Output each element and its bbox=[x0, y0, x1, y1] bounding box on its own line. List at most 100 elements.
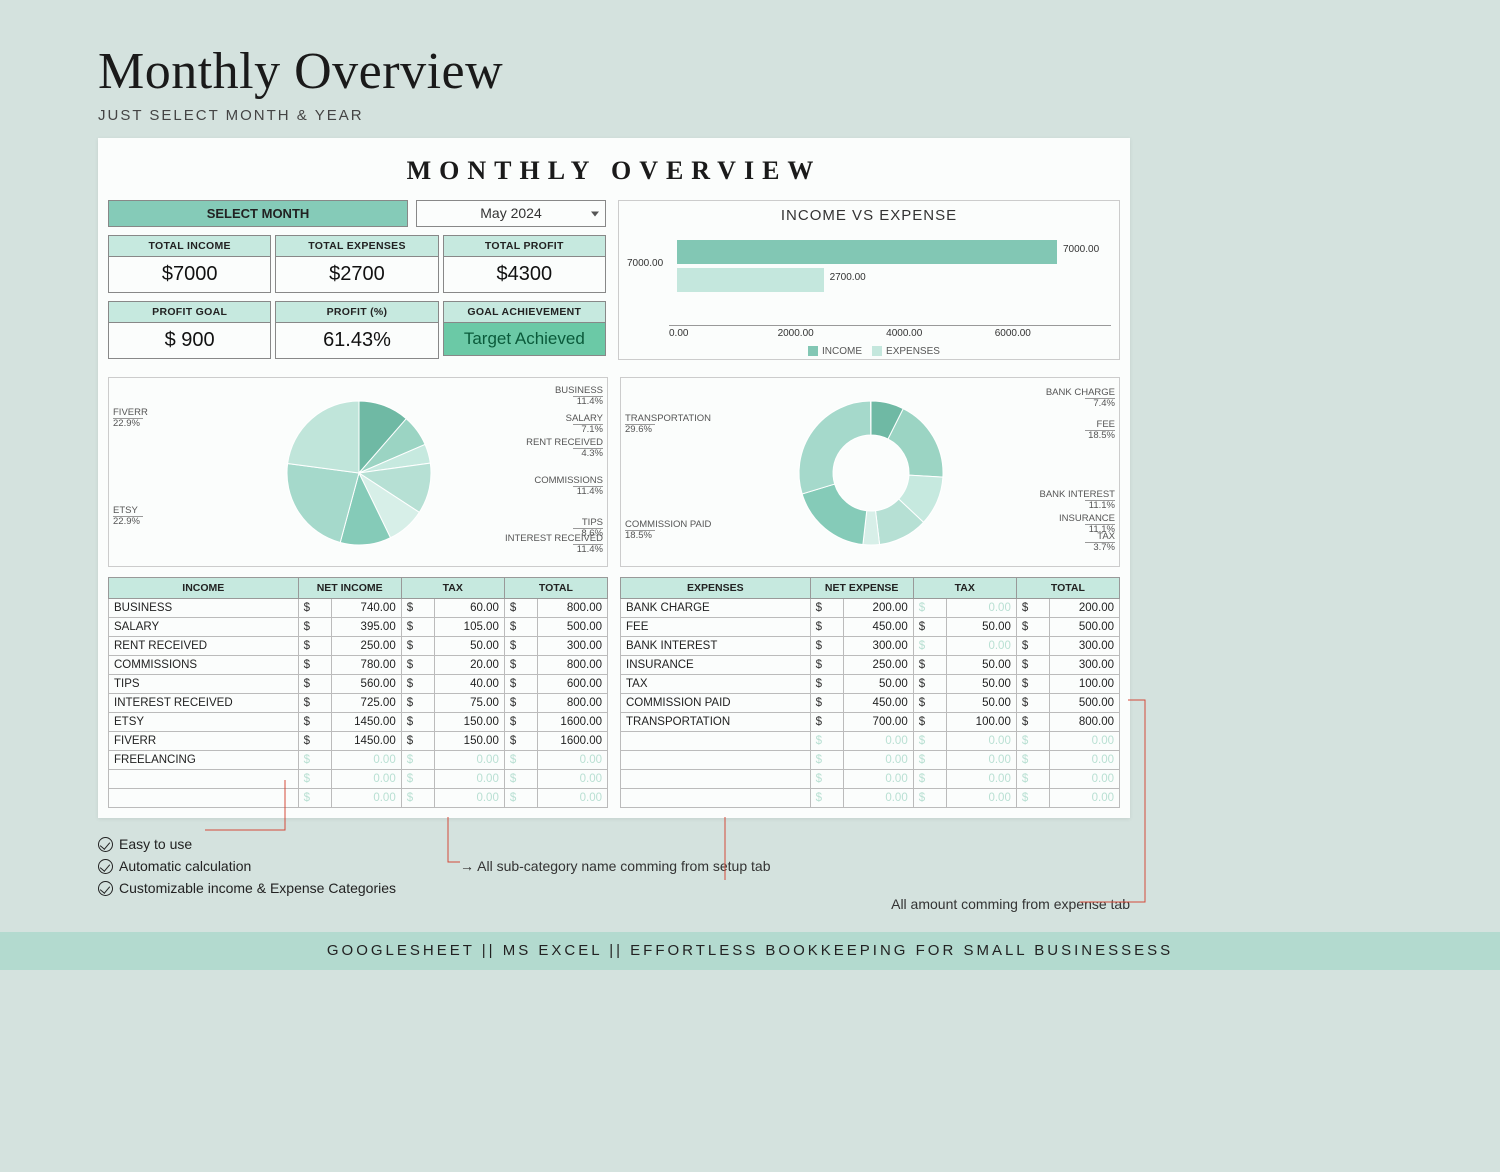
cell-value: 0.00 bbox=[843, 789, 913, 808]
table-row: $0.00$0.00$0.00 bbox=[621, 732, 1120, 751]
currency-symbol: $ bbox=[810, 694, 843, 713]
cell-value: 20.00 bbox=[435, 656, 505, 675]
currency-symbol: $ bbox=[504, 637, 537, 656]
table-header: TOTAL bbox=[1016, 578, 1119, 599]
table-row: TAX$50.00$50.00$100.00 bbox=[621, 675, 1120, 694]
currency-symbol: $ bbox=[298, 656, 331, 675]
row-name bbox=[621, 732, 811, 751]
cell-value: 1600.00 bbox=[538, 732, 608, 751]
row-name: INTEREST RECEIVED bbox=[109, 694, 299, 713]
cell-value: 1600.00 bbox=[538, 713, 608, 732]
row-name: TIPS bbox=[109, 675, 299, 694]
table-row: COMMISSIONS$780.00$20.00$800.00 bbox=[109, 656, 608, 675]
cell-value: 0.00 bbox=[331, 770, 401, 789]
legend-label: EXPENSES bbox=[886, 346, 940, 357]
cell-value: 395.00 bbox=[331, 618, 401, 637]
currency-symbol: $ bbox=[298, 732, 331, 751]
cell-value: 0.00 bbox=[538, 770, 608, 789]
select-month-dropdown[interactable]: May 2024 bbox=[416, 200, 606, 227]
spreadsheet-panel: MONTHLY OVERVIEW SELECT MONTH May 2024 T… bbox=[98, 138, 1130, 818]
chevron-down-icon bbox=[591, 211, 599, 216]
currency-symbol: $ bbox=[504, 694, 537, 713]
table-row: BANK INTEREST$300.00$0.00$300.00 bbox=[621, 637, 1120, 656]
currency-symbol: $ bbox=[298, 599, 331, 618]
currency-symbol: $ bbox=[1016, 656, 1049, 675]
currency-symbol: $ bbox=[401, 694, 434, 713]
bar-income bbox=[677, 240, 1057, 264]
currency-symbol: $ bbox=[298, 637, 331, 656]
currency-symbol: $ bbox=[810, 675, 843, 694]
cell-value: 60.00 bbox=[435, 599, 505, 618]
summary-value: $7000 bbox=[108, 257, 271, 293]
summary-value: Target Achieved bbox=[443, 323, 606, 356]
currency-symbol: $ bbox=[913, 618, 946, 637]
cell-value: 0.00 bbox=[947, 637, 1017, 656]
currency-symbol: $ bbox=[504, 732, 537, 751]
bar-chart-title: INCOME VS EXPENSE bbox=[627, 207, 1111, 224]
row-name: FEE bbox=[621, 618, 811, 637]
cell-value: 500.00 bbox=[1050, 694, 1120, 713]
cell-value: 50.00 bbox=[843, 675, 913, 694]
table-row: $0.00$0.00$0.00 bbox=[621, 770, 1120, 789]
currency-symbol: $ bbox=[913, 656, 946, 675]
cell-value: 0.00 bbox=[538, 751, 608, 770]
currency-symbol: $ bbox=[913, 732, 946, 751]
cell-value: 50.00 bbox=[435, 637, 505, 656]
cell-value: 0.00 bbox=[843, 732, 913, 751]
cell-value: 0.00 bbox=[843, 770, 913, 789]
pie-label: COMMISSION PAID18.5% bbox=[625, 520, 711, 542]
table-row: FIVERR$1450.00$150.00$1600.00 bbox=[109, 732, 608, 751]
currency-symbol: $ bbox=[810, 713, 843, 732]
cell-value: 0.00 bbox=[1050, 789, 1120, 808]
cell-value: 1450.00 bbox=[331, 732, 401, 751]
bar-y-label: 7000.00 bbox=[627, 258, 663, 269]
cell-value: 100.00 bbox=[947, 713, 1017, 732]
table-row: ETSY$1450.00$150.00$1600.00 bbox=[109, 713, 608, 732]
summary-label: TOTAL EXPENSES bbox=[275, 235, 438, 257]
cell-value: 300.00 bbox=[843, 637, 913, 656]
currency-symbol: $ bbox=[913, 770, 946, 789]
row-name: ETSY bbox=[109, 713, 299, 732]
bar-value-label: 2700.00 bbox=[830, 272, 866, 283]
table-row: BANK CHARGE$200.00$0.00$200.00 bbox=[621, 599, 1120, 618]
cell-value: 250.00 bbox=[843, 656, 913, 675]
cell-value: 0.00 bbox=[435, 789, 505, 808]
cell-value: 780.00 bbox=[331, 656, 401, 675]
currency-symbol: $ bbox=[401, 751, 434, 770]
currency-symbol: $ bbox=[504, 618, 537, 637]
currency-symbol: $ bbox=[401, 732, 434, 751]
cell-value: 560.00 bbox=[331, 675, 401, 694]
income-vs-expense-chart: INCOME VS EXPENSE 7000.007000.002700.00 … bbox=[618, 200, 1120, 360]
summary-label: TOTAL PROFIT bbox=[443, 235, 606, 257]
cell-value: 100.00 bbox=[1050, 675, 1120, 694]
cell-value: 0.00 bbox=[843, 751, 913, 770]
currency-symbol: $ bbox=[401, 637, 434, 656]
cell-value: 0.00 bbox=[947, 732, 1017, 751]
cell-value: 50.00 bbox=[947, 618, 1017, 637]
cell-value: 450.00 bbox=[843, 694, 913, 713]
summary-value: 61.43% bbox=[275, 323, 438, 359]
currency-symbol: $ bbox=[1016, 675, 1049, 694]
currency-symbol: $ bbox=[810, 770, 843, 789]
legend-swatch bbox=[872, 346, 882, 356]
currency-symbol: $ bbox=[504, 675, 537, 694]
cell-value: 0.00 bbox=[331, 751, 401, 770]
cell-value: 0.00 bbox=[435, 770, 505, 789]
page-title: Monthly Overview bbox=[0, 0, 1500, 101]
table-header: TOTAL bbox=[504, 578, 607, 599]
row-name: RENT RECEIVED bbox=[109, 637, 299, 656]
pie-label: TAX3.7% bbox=[1085, 532, 1115, 554]
currency-symbol: $ bbox=[401, 599, 434, 618]
currency-symbol: $ bbox=[913, 713, 946, 732]
row-name: FIVERR bbox=[109, 732, 299, 751]
cell-value: 0.00 bbox=[538, 789, 608, 808]
currency-symbol: $ bbox=[913, 675, 946, 694]
cell-value: 725.00 bbox=[331, 694, 401, 713]
pie-label: INTEREST RECEIVED11.4% bbox=[505, 534, 603, 556]
currency-symbol: $ bbox=[1016, 751, 1049, 770]
cell-value: 250.00 bbox=[331, 637, 401, 656]
currency-symbol: $ bbox=[298, 751, 331, 770]
table-header: INCOME bbox=[109, 578, 299, 599]
pie-label: BUSINESS11.4% bbox=[555, 386, 603, 408]
cell-value: 300.00 bbox=[538, 637, 608, 656]
